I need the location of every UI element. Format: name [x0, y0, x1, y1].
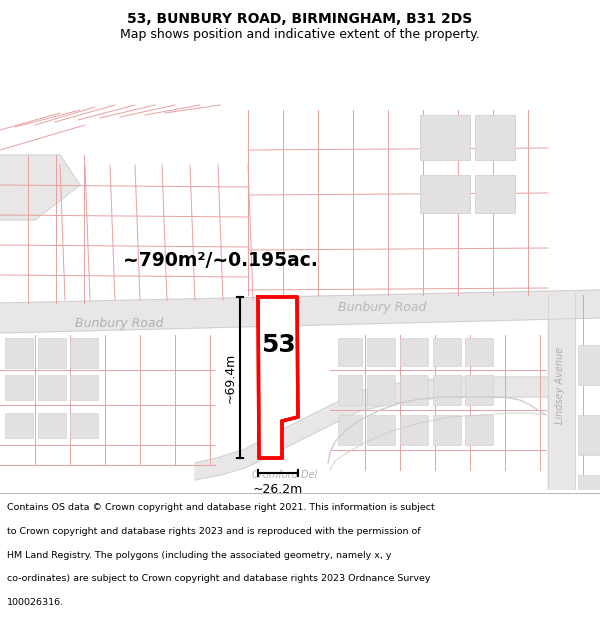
Text: Lindsey Avenue: Lindsey Avenue	[555, 346, 565, 424]
Bar	[70, 338, 98, 368]
Text: ~69.4m: ~69.4m	[223, 352, 236, 402]
Bar	[5, 413, 33, 438]
Bar	[338, 415, 362, 445]
Bar	[38, 413, 66, 438]
Bar	[38, 338, 66, 368]
Bar	[465, 415, 493, 445]
Bar	[70, 375, 98, 400]
Bar	[400, 338, 428, 366]
Text: ~26.2m: ~26.2m	[253, 483, 303, 496]
Bar	[5, 375, 33, 400]
Bar	[578, 415, 600, 455]
Text: 53, BUNBURY ROAD, BIRMINGHAM, B31 2DS: 53, BUNBURY ROAD, BIRMINGHAM, B31 2DS	[127, 12, 473, 26]
Bar	[338, 338, 362, 366]
Bar	[38, 375, 66, 400]
Text: ~790m²/~0.195ac.: ~790m²/~0.195ac.	[122, 251, 317, 269]
Polygon shape	[548, 293, 575, 490]
Bar	[400, 415, 428, 445]
Bar	[420, 115, 470, 160]
Bar	[367, 375, 395, 405]
Bar	[367, 415, 395, 445]
Bar	[338, 375, 362, 405]
Bar	[465, 338, 493, 366]
Bar	[367, 338, 395, 366]
Text: 53: 53	[260, 333, 295, 357]
Bar	[433, 415, 461, 445]
Bar	[420, 175, 470, 213]
Bar	[578, 345, 600, 385]
Text: to Crown copyright and database rights 2023 and is reproduced with the permissio: to Crown copyright and database rights 2…	[7, 527, 421, 536]
Polygon shape	[0, 290, 600, 333]
Text: Bunbury Road: Bunbury Road	[75, 316, 163, 329]
Bar	[70, 413, 98, 438]
Bar	[475, 115, 515, 160]
Bar	[433, 375, 461, 405]
Polygon shape	[0, 155, 80, 220]
Bar	[475, 175, 515, 213]
Text: HM Land Registry. The polygons (including the associated geometry, namely x, y: HM Land Registry. The polygons (includin…	[7, 551, 392, 560]
Polygon shape	[258, 297, 298, 458]
Bar	[400, 375, 428, 405]
Bar	[465, 375, 493, 405]
Text: Map shows position and indicative extent of the property.: Map shows position and indicative extent…	[120, 28, 480, 41]
Text: co-ordinates) are subject to Crown copyright and database rights 2023 Ordnance S: co-ordinates) are subject to Crown copyr…	[7, 574, 431, 583]
Polygon shape	[195, 377, 548, 480]
Text: Cromford Del: Cromford Del	[253, 470, 317, 480]
Bar	[578, 475, 600, 515]
Bar	[433, 338, 461, 366]
Text: 100026316.: 100026316.	[7, 598, 64, 607]
Text: Contains OS data © Crown copyright and database right 2021. This information is : Contains OS data © Crown copyright and d…	[7, 504, 435, 512]
Text: Bunbury Road: Bunbury Road	[338, 301, 427, 314]
Bar	[5, 338, 33, 368]
